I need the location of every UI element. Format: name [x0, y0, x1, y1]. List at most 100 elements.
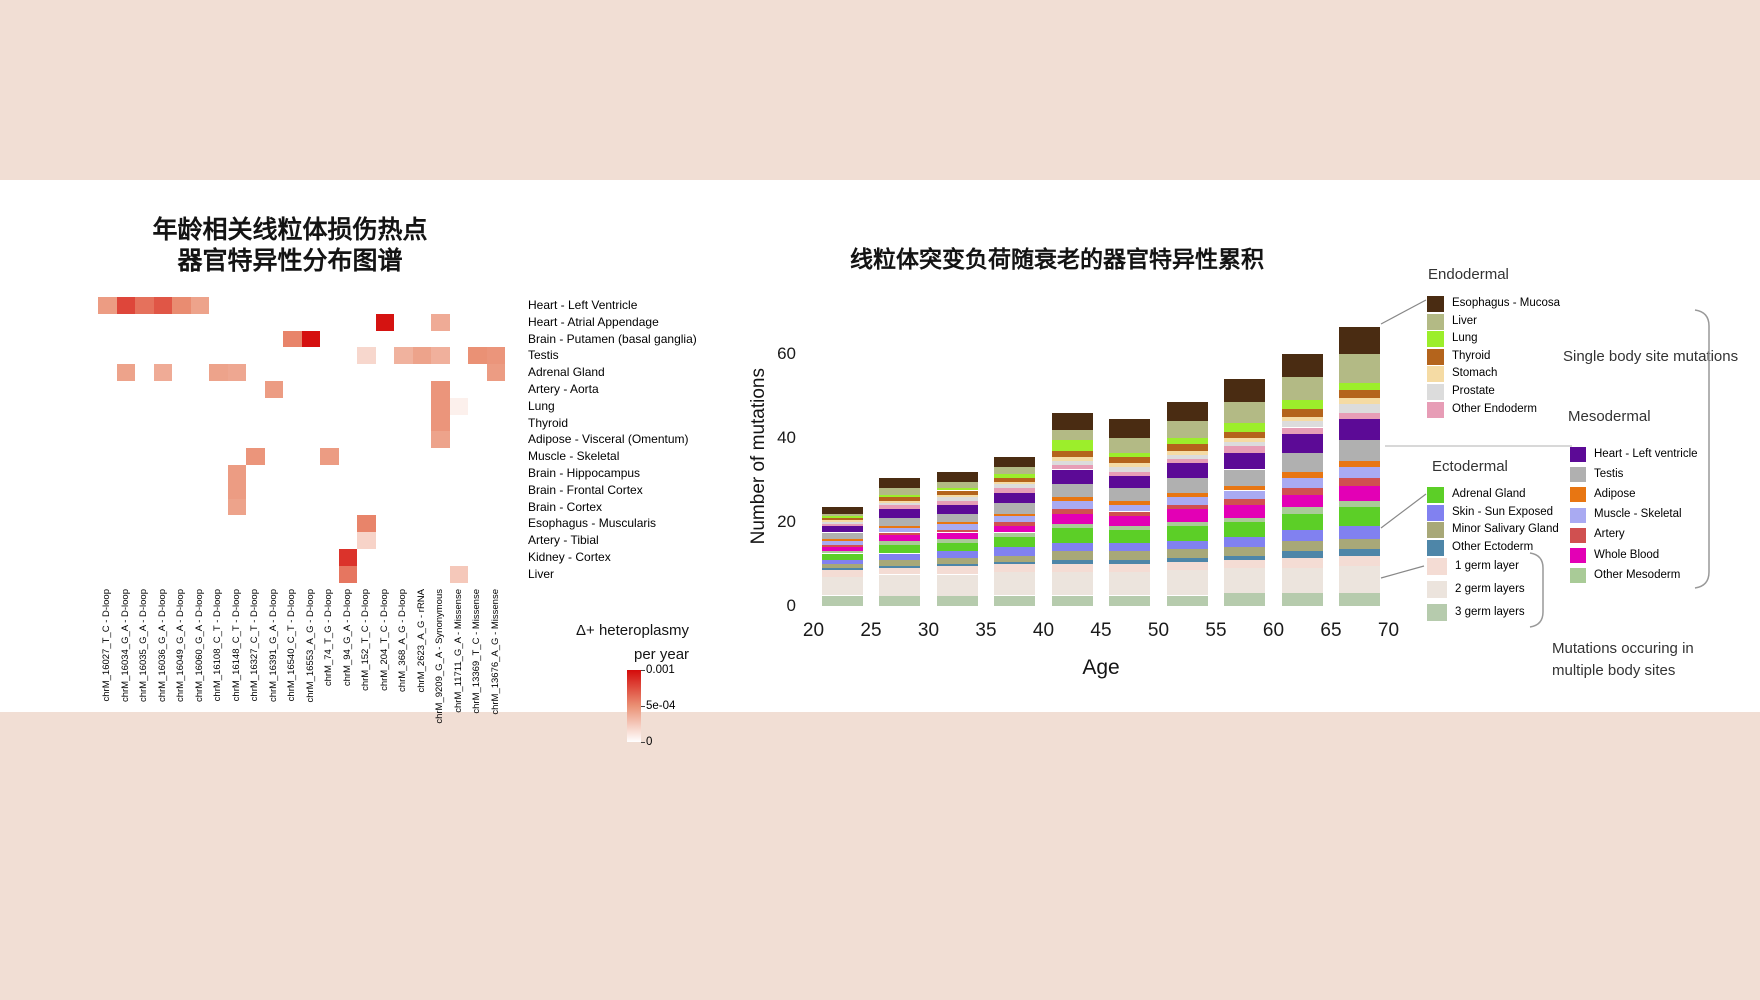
heatmap-cell	[98, 297, 117, 314]
bar-segment	[1166, 421, 1208, 438]
y-tick-label: 20	[777, 512, 796, 531]
y-tick-label: 40	[777, 428, 796, 447]
bar-segment	[879, 503, 921, 506]
bar-segment	[1339, 398, 1381, 405]
x-tick-label: 60	[1262, 620, 1285, 641]
bar-segment	[1281, 488, 1323, 495]
legend-swatch	[1427, 331, 1444, 348]
bar-segment	[1166, 561, 1208, 571]
bar-segment	[1339, 383, 1381, 390]
legend-swatch	[1570, 467, 1586, 483]
bar-segment	[1224, 446, 1266, 453]
legend-swatch	[1427, 487, 1444, 503]
bar-segment	[936, 595, 978, 606]
bar-segment	[879, 488, 921, 495]
colorbar-tick-mark	[641, 742, 645, 743]
legend-swatch	[1427, 313, 1444, 330]
heatmap-column-label: chrM_9209_G_A - Synonymous	[434, 588, 446, 724]
heatmap-cell	[486, 347, 505, 365]
bar-segment	[1109, 419, 1151, 438]
heatmap-legend-title-line1: Δ+ heteroplasmy	[576, 622, 689, 639]
bar-segment	[1339, 461, 1381, 468]
heatmap-cell	[468, 347, 487, 365]
bar-segment	[1109, 551, 1151, 560]
x-tick-label: 70	[1377, 620, 1400, 641]
legend-swatch	[1427, 384, 1444, 400]
heatmap-cell	[431, 381, 450, 398]
bar-segment	[936, 501, 978, 506]
bar-segment	[1051, 456, 1093, 462]
heatmap-cell	[209, 364, 228, 381]
bar-segment	[1051, 551, 1093, 560]
bar-segment	[994, 526, 1036, 533]
bar-segment	[1109, 463, 1151, 468]
bar-segment	[1339, 326, 1381, 354]
bar-segment	[1281, 377, 1323, 401]
bar-segment	[821, 595, 863, 606]
bar-segment	[1109, 559, 1151, 564]
bar-segment	[1281, 421, 1323, 428]
heatmap-cell	[153, 364, 172, 381]
heatmap-cell	[227, 465, 246, 482]
bar-segment	[1339, 538, 1381, 550]
legend-label: Heart - Left ventricle	[1594, 447, 1698, 460]
heatmap-column-label: chrM_94_G_A - D-loop	[341, 588, 353, 686]
legend-swatch	[1570, 487, 1586, 503]
heatmap-title-line2: 器官特异性分布图谱	[177, 247, 403, 275]
colorbar-tick-mark	[641, 706, 645, 707]
bar-segment	[1224, 517, 1266, 522]
heatmap-cell	[431, 414, 450, 432]
heatmap-row-label: Artery - Tibial	[528, 533, 599, 548]
bar-segment	[1339, 526, 1381, 539]
bar-segment	[1281, 427, 1323, 434]
bar-segment	[994, 488, 1036, 493]
bar-segment	[1166, 454, 1208, 459]
bar-segment	[879, 566, 921, 569]
bar-segment	[879, 532, 921, 535]
bar-segment	[1281, 557, 1323, 569]
bar-segment	[1051, 484, 1093, 497]
colorbar-tick-mark	[641, 670, 645, 671]
bar-segment	[821, 570, 863, 577]
bar-segment	[1109, 564, 1151, 573]
colorbar-tick-label: 0.001	[646, 664, 675, 676]
bar-segment	[936, 532, 978, 539]
heatmap-row-label: Brain - Frontal Cortex	[528, 482, 643, 497]
heatmap-cell	[135, 297, 154, 314]
bar-segment	[1339, 467, 1381, 478]
bar-segment	[1224, 486, 1266, 491]
heatmap-row-label: Brain - Cortex	[528, 499, 603, 514]
heatmap-column-label: chrM_16035_G_A - D-loop	[138, 588, 150, 702]
bar-segment	[1281, 408, 1323, 417]
bar-segment	[821, 524, 863, 527]
bar-segment	[936, 566, 978, 575]
legend-label: Other Endoderm	[1452, 402, 1538, 415]
bar-segment	[936, 505, 978, 514]
heatmap-cell	[283, 330, 302, 348]
bar-segment	[1051, 450, 1093, 457]
heatmap-cell	[338, 565, 357, 583]
heatmap-column-label: chrM_11711_G_A - Missense	[452, 588, 464, 713]
bar-segment	[1166, 526, 1208, 541]
heatmap-column-label: chrM_16060_G_A - D-loop	[193, 588, 205, 702]
y-tick-label: 0	[786, 596, 796, 615]
bar-segment	[879, 568, 921, 575]
bar-segment	[879, 534, 921, 541]
bar-segment	[1339, 354, 1381, 384]
bar-segment	[879, 559, 921, 567]
legend-swatch	[1427, 296, 1444, 312]
bar-segment	[821, 551, 863, 554]
heatmap-cell	[412, 347, 431, 365]
legend-swatch	[1427, 348, 1444, 365]
bar-segment	[1051, 528, 1093, 543]
legend-header-mesodermal: Mesodermal	[1568, 408, 1651, 425]
bar-segment	[1339, 419, 1381, 441]
bar-segment	[1281, 471, 1323, 478]
colorbar-tick-label: 0	[646, 736, 653, 748]
legend-label: Muscle - Skeletal	[1594, 508, 1682, 521]
bar-segment	[879, 517, 921, 527]
bar-segment	[936, 557, 978, 564]
bar-segment	[1339, 486, 1381, 501]
bar-segment	[821, 559, 863, 564]
